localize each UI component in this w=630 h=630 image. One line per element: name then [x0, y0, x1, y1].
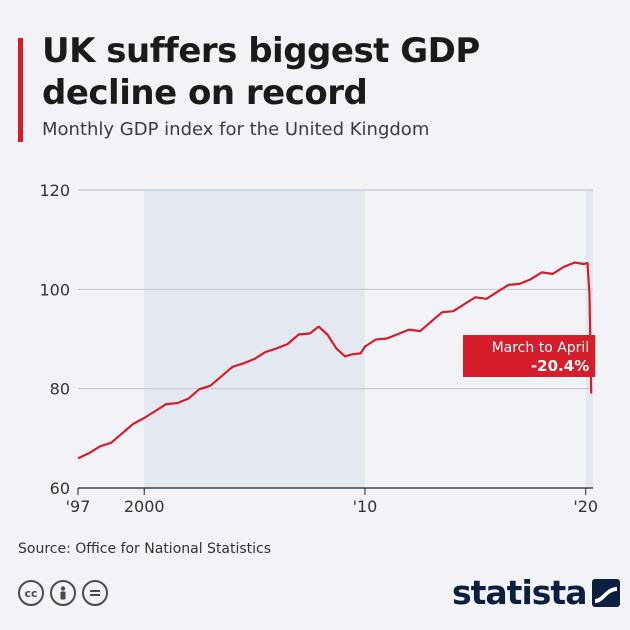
- y-tick-label: 100: [39, 280, 70, 299]
- x-axis-ticks: '97 2000 '10 '20: [66, 488, 598, 516]
- nd-icon[interactable]: [82, 580, 108, 606]
- statista-logo[interactable]: statista: [452, 573, 621, 612]
- annotation-line1: March to April: [492, 340, 590, 356]
- shaded-period-0: [144, 190, 365, 488]
- gridlines: [78, 189, 593, 489]
- y-tick-label: 60: [50, 479, 70, 498]
- title-accent-bar: [18, 38, 23, 142]
- annotation-line2: -20.4%: [531, 357, 589, 375]
- brand-name: statista: [452, 573, 587, 612]
- y-tick-label: 120: [39, 181, 70, 200]
- x-tick-label: '10: [353, 497, 378, 516]
- drop-annotation: March to April-20.4%: [463, 335, 596, 377]
- chart-subtitle: Monthly GDP index for the United Kingdom: [42, 119, 430, 140]
- x-tick-label: 2000: [124, 497, 165, 516]
- x-tick-label: '97: [66, 497, 91, 516]
- license-icons: cc: [18, 580, 108, 606]
- by-icon[interactable]: [50, 580, 76, 606]
- statista-logo-icon: [592, 578, 621, 607]
- y-tick-label: 80: [50, 380, 70, 399]
- gdp-line-chart: 60 80 100 120 '97 2000 '10 '20 March to April-…: [39, 181, 598, 516]
- gdp-series-line: [77, 261, 593, 460]
- y-axis-ticks: 60 80 100 120: [39, 181, 70, 498]
- source-note: Source: Office for National Statistics: [18, 541, 272, 557]
- cc-icon[interactable]: cc: [18, 580, 44, 606]
- annotation-box: [463, 335, 596, 377]
- x-tick-label: '20: [573, 497, 598, 516]
- chart-title: UK suffers biggest GDP decline on record: [42, 31, 480, 113]
